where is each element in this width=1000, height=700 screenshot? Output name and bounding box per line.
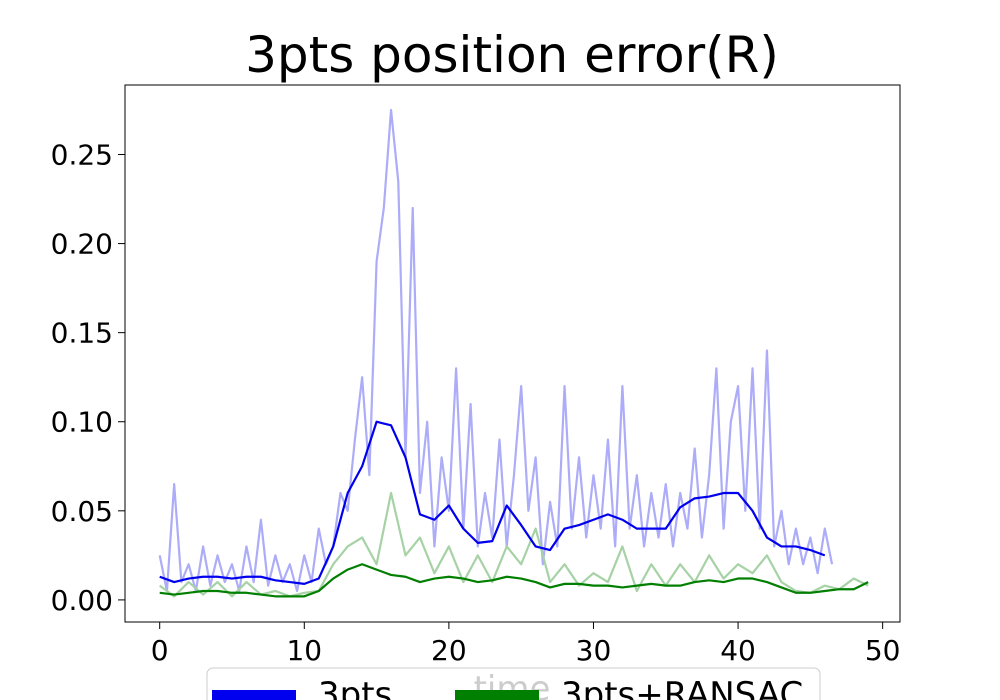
y-tick-label: 0.10 bbox=[51, 406, 113, 439]
y-tick-label: 0.25 bbox=[51, 138, 113, 171]
legend-label: 3pts bbox=[318, 675, 392, 700]
x-tick-label: 20 bbox=[431, 634, 467, 667]
smoothed-line bbox=[159, 420, 826, 585]
legend-swatch bbox=[212, 690, 296, 700]
axes-frame bbox=[124, 84, 901, 623]
legend-box bbox=[206, 667, 821, 700]
raw-line bbox=[158, 108, 834, 593]
legend-swatch bbox=[455, 690, 539, 700]
y-tick-label: 0.05 bbox=[51, 495, 113, 528]
chart-title: 3pts position error(R) bbox=[245, 26, 779, 84]
raw-line bbox=[159, 491, 869, 598]
x-tick-label: 0 bbox=[151, 634, 169, 667]
x-tick-label: 40 bbox=[720, 634, 756, 667]
y-tick-label: 0.20 bbox=[51, 228, 113, 261]
x-tick-label: 50 bbox=[865, 634, 901, 667]
smoothed-line bbox=[159, 563, 869, 598]
x-tick-label: 30 bbox=[576, 634, 612, 667]
legend-label: 3pts+RANSAC bbox=[561, 675, 803, 700]
y-tick-label: 0.15 bbox=[51, 317, 113, 350]
x-tick-label: 10 bbox=[286, 634, 322, 667]
y-tick-label: 0.00 bbox=[51, 584, 113, 617]
